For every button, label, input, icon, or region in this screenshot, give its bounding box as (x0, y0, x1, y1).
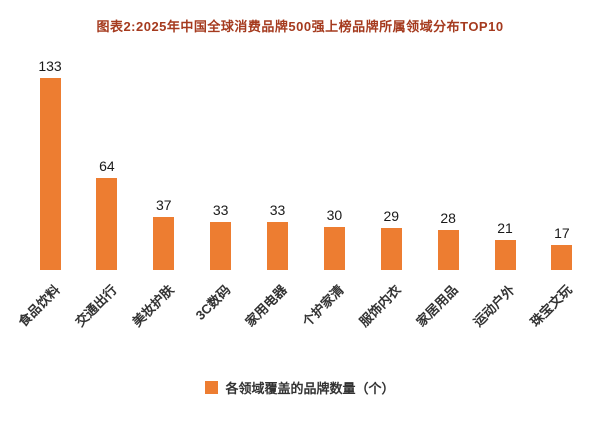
bar-group: 33 家用电器 (243, 202, 306, 368)
bar-group: 28 家居用品 (413, 210, 476, 368)
value-label: 33 (212, 202, 229, 218)
bar-group: 133 食品饮料 (15, 58, 78, 368)
bar (551, 245, 573, 270)
bar-group: 30 个护家清 (300, 207, 362, 368)
legend-label: 各领域覆盖的品牌数量（个） (225, 381, 395, 396)
value-label: 21 (497, 220, 513, 236)
bar-group: 29 服饰内衣 (357, 208, 419, 368)
bar (494, 240, 516, 270)
bar (267, 222, 288, 270)
category-label-area: 珠宝文玩 (527, 270, 590, 368)
bar (153, 217, 175, 270)
category-label: 3C数码 (192, 282, 234, 323)
category-label-area: 交通出行 (72, 270, 135, 368)
category-label-area: 服饰内衣 (357, 270, 419, 368)
bar (437, 230, 459, 270)
value-label: 30 (326, 207, 343, 223)
category-label-area: 家用电器 (243, 270, 306, 368)
bar (323, 227, 345, 270)
bar (380, 228, 402, 270)
bar (210, 222, 232, 270)
bar-group: 33 3C数码 (193, 202, 249, 368)
value-label: 29 (383, 208, 400, 224)
plot-area: 133 食品饮料 64 交通出行 37 美妆护肤 33 3C数码 33 家用电器 30 个护家清 29 服… (15, 58, 590, 368)
bar-group: 21 运动户外 (470, 220, 533, 368)
bar-group: 17 珠宝文玩 (527, 225, 590, 368)
legend-swatch-icon (205, 381, 219, 394)
category-label-area: 3C数码 (193, 270, 249, 368)
value-label: 28 (440, 210, 456, 226)
value-label: 17 (554, 225, 570, 241)
value-label: 37 (155, 197, 172, 213)
category-label-area: 家居用品 (413, 270, 476, 368)
chart-title: 图表2:2025年中国全球消费品牌500强上榜品牌所属领域分布TOP10 (96, 19, 504, 34)
value-label: 33 (269, 202, 286, 218)
bar-group: 37 美妆护肤 (129, 197, 192, 368)
bar-group: 64 交通出行 (72, 158, 135, 368)
bar (39, 78, 61, 270)
category-label-area: 美妆护肤 (129, 270, 192, 368)
category-label-area: 个护家清 (300, 270, 362, 368)
value-label: 64 (99, 158, 115, 174)
bar (96, 178, 118, 270)
category-label: 食品饮料 (15, 282, 63, 330)
category-label-area: 运动户外 (470, 270, 533, 368)
legend: 各领域覆盖的品牌数量（个） (0, 378, 600, 397)
category-label-area: 食品饮料 (15, 270, 78, 368)
value-label: 133 (38, 58, 62, 74)
